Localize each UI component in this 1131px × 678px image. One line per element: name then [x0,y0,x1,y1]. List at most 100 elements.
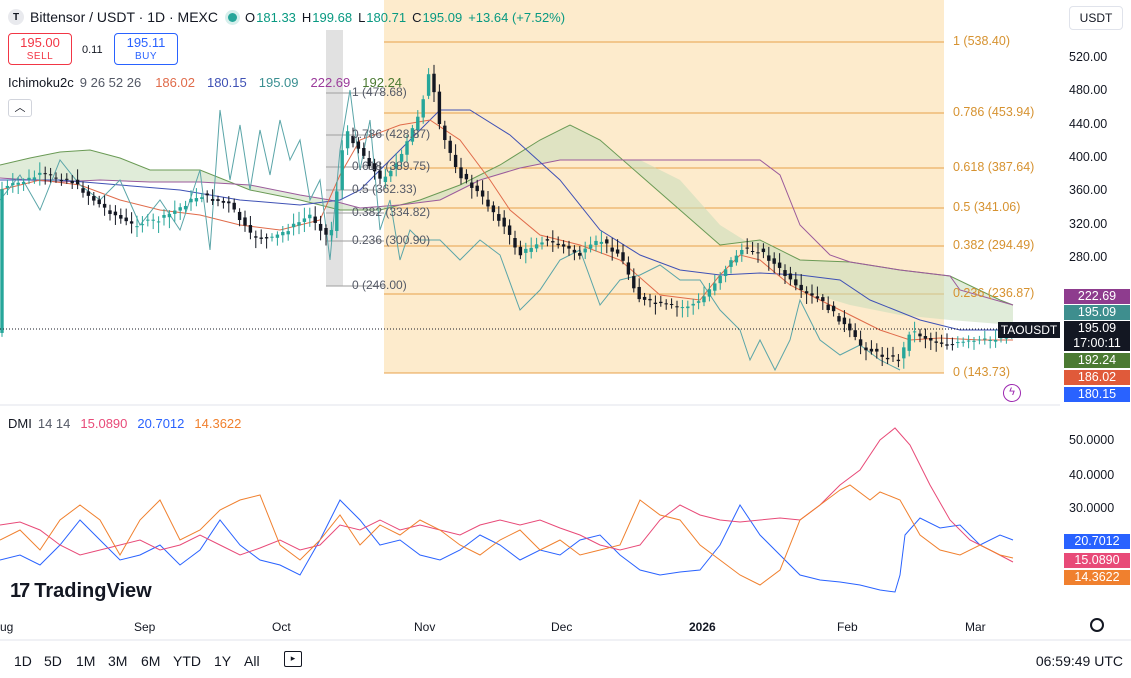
candle-body[interactable] [432,73,436,93]
candle-body[interactable] [65,178,69,180]
candle-body[interactable] [135,226,139,228]
candle-body[interactable] [383,176,388,183]
candle-body[interactable] [934,341,938,343]
candle-body[interactable] [205,193,209,196]
candle-body[interactable] [529,247,533,252]
candle-body[interactable] [248,225,253,233]
candle-body[interactable] [923,336,928,339]
candle-body[interactable] [891,355,895,357]
candle-body[interactable] [86,191,91,196]
candle-body[interactable] [826,304,830,311]
candle-body[interactable] [988,339,992,341]
candle-body[interactable] [707,289,712,297]
candle-body[interactable] [156,221,161,223]
candle-body[interactable] [243,217,247,226]
candle-body[interactable] [356,141,361,149]
candle-body[interactable] [367,157,371,167]
candle-body[interactable] [329,230,334,236]
candle-body[interactable] [97,199,101,205]
candle-body[interactable] [318,223,323,231]
candle-body[interactable] [302,218,307,222]
candle-body[interactable] [291,223,296,228]
candle-body[interactable] [534,244,539,249]
timeframe-button[interactable]: 5D [44,653,62,669]
candle-body[interactable] [918,333,922,337]
candle-body[interactable] [734,255,739,263]
candle-body[interactable] [11,183,15,186]
candle-body[interactable] [459,167,463,179]
buy-button[interactable]: 195.11 BUY [114,33,178,65]
candle-body[interactable] [308,214,312,219]
candle-body[interactable] [486,199,490,207]
candle-body[interactable] [540,242,544,245]
timeframe-button[interactable]: YTD [173,653,201,669]
ichimoku-legend[interactable]: Ichimoku2c 9 26 52 26 186.02 180.15 195.… [8,75,402,90]
candle-body[interactable] [313,216,317,223]
timeframe-button[interactable]: 6M [141,653,161,669]
candle-body[interactable] [227,201,231,204]
candle-body[interactable] [794,279,798,286]
candle-body[interactable] [464,173,469,180]
candle-body[interactable] [394,163,398,169]
candle-body[interactable] [254,236,258,238]
candle-body[interactable] [372,163,377,172]
candle-body[interactable] [518,246,523,256]
candle-body[interactable] [443,125,447,141]
candle-body[interactable] [345,131,350,149]
candle-body[interactable] [864,347,868,351]
candle-body[interactable] [842,317,847,325]
candle-body[interactable] [210,199,215,201]
candle-body[interactable] [583,248,587,253]
candle-body[interactable] [270,236,274,238]
candle-body[interactable] [772,258,776,264]
collapse-chevron-icon[interactable]: ︿ [8,99,32,117]
candle-body[interactable] [194,198,199,202]
candle-body[interactable] [16,182,20,185]
candle-body[interactable] [556,243,560,246]
candle-body[interactable] [718,275,722,284]
candle-body[interactable] [972,340,976,342]
candle-body[interactable] [853,330,857,337]
timeframe-button[interactable]: 3M [108,653,128,669]
candle-body[interactable] [551,241,555,243]
candle-body[interactable] [480,190,485,197]
candle-body[interactable] [680,307,685,309]
candle-body[interactable] [648,298,652,301]
candle-body[interactable] [92,196,96,201]
candle-body[interactable] [696,301,701,303]
candle-body[interactable] [362,148,366,156]
candle-body[interactable] [745,247,749,249]
candle-body[interactable] [777,262,782,268]
calendar-range-icon[interactable]: ▸ [284,651,302,667]
candle-body[interactable] [896,359,901,362]
candle-body[interactable] [378,170,382,179]
candle-body[interactable] [653,302,658,305]
candle-body[interactable] [961,341,965,343]
candle-body[interactable] [750,251,755,253]
candle-body[interactable] [907,334,911,351]
candle-body[interactable] [594,240,598,245]
candle-body[interactable] [497,214,501,221]
candle-body[interactable] [621,252,625,261]
candle-body[interactable] [59,180,64,182]
candle-body[interactable] [183,205,188,210]
timeframe-button[interactable]: All [244,653,260,669]
currency-selector[interactable]: USDT [1069,6,1123,30]
candle-body[interactable] [70,180,74,184]
candle-body[interactable] [783,270,787,276]
clock[interactable]: 06:59:49 UTC [1035,653,1123,669]
candle-body[interactable] [799,284,803,290]
candle-body[interactable] [399,153,404,162]
candle-body[interactable] [723,269,728,277]
candle-body[interactable] [869,348,874,352]
candle-body[interactable] [691,303,695,306]
candle-body[interactable] [605,239,609,244]
candle-body[interactable] [129,221,134,224]
candle-body[interactable] [237,211,242,221]
candle-body[interactable] [713,283,717,291]
candle-body[interactable] [885,357,890,360]
dmi-legend[interactable]: DMI 14 14 15.0890 20.7012 14.3622 [8,416,241,431]
candle-body[interactable] [275,234,280,238]
candle-body[interactable] [632,276,636,289]
